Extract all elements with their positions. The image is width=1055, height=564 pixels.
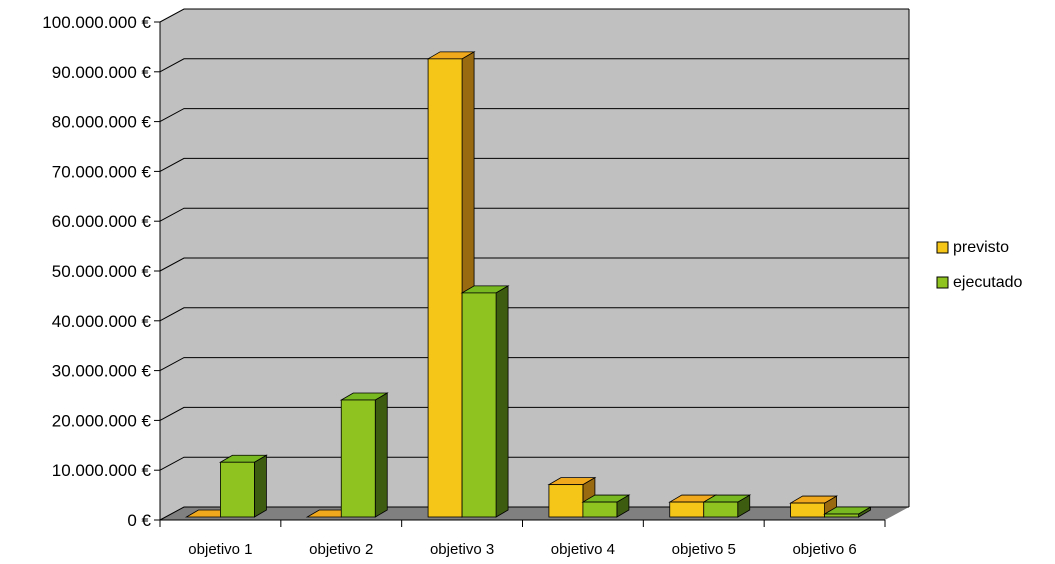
bar-front [548,484,584,518]
y-tick-label: 30.000.000 € [52,362,152,381]
gridline [159,506,909,521]
legend-label: previsto [953,239,1009,256]
y-tick-label: 10.000.000 € [52,461,152,480]
bar [581,494,631,518]
bar-front [669,501,705,518]
bar-side [374,392,388,518]
y-tick-label: 100.000.000 € [42,13,151,32]
y-tick-label: 50.000.000 € [52,262,152,281]
gridline [159,108,909,123]
bar [339,392,389,518]
chart-walls [160,9,909,520]
x-tick-label: objetivo 2 [309,541,373,558]
gridline [159,257,909,272]
bar-side [254,454,267,518]
legend-swatch [936,241,949,254]
gridline [159,357,909,372]
gridlines [159,8,909,521]
y-tick-label: 0 € [127,511,151,530]
x-tick-label: objetivo 3 [430,541,494,558]
bar [823,506,873,518]
x-tick-label: objetivo 1 [188,541,252,558]
gridline [159,58,909,73]
y-tick-label: 90.000.000 € [52,63,152,82]
bar [702,494,752,518]
bar [218,454,268,518]
bars [184,51,873,518]
y-tick-label: 60.000.000 € [52,212,152,231]
legend: previsto ejecutado [928,228,1053,304]
legend-swatch [936,276,949,289]
bar-front [824,513,859,518]
axes [154,9,910,527]
gridline [159,207,909,222]
bar-side [495,285,509,518]
bar-front [461,292,497,518]
legend-label: ejecutado [953,274,1022,291]
bar [460,285,510,518]
bar-front [703,501,739,518]
y-tick-label: 80.000.000 € [52,113,152,132]
gridline [159,456,909,471]
bar-front [220,461,255,518]
x-tick-label: objetivo 6 [792,541,856,558]
legend-box [928,228,1053,304]
gridline [159,8,909,23]
bar-front [582,501,618,518]
gridline [159,307,909,322]
category-labels: objetivo 1 objetivo 2 objetivo 3 objetivo 4… [188,541,856,558]
y-tick-labels: 0 € 10.000.000 € 20.000.000 € 30.000.000 € 4… [42,13,151,530]
x-tick-label: objetivo 5 [672,541,736,558]
bar-front [790,502,825,518]
y-tick-label: 40.000.000 € [52,312,152,331]
gridline [159,406,909,421]
y-tick-label: 70.000.000 € [52,162,152,181]
bar-front [427,58,463,518]
y-tick-label: 20.000.000 € [52,411,152,430]
x-tick-label: objetivo 4 [551,541,615,558]
bar-front [340,399,376,518]
gridline [159,157,909,172]
